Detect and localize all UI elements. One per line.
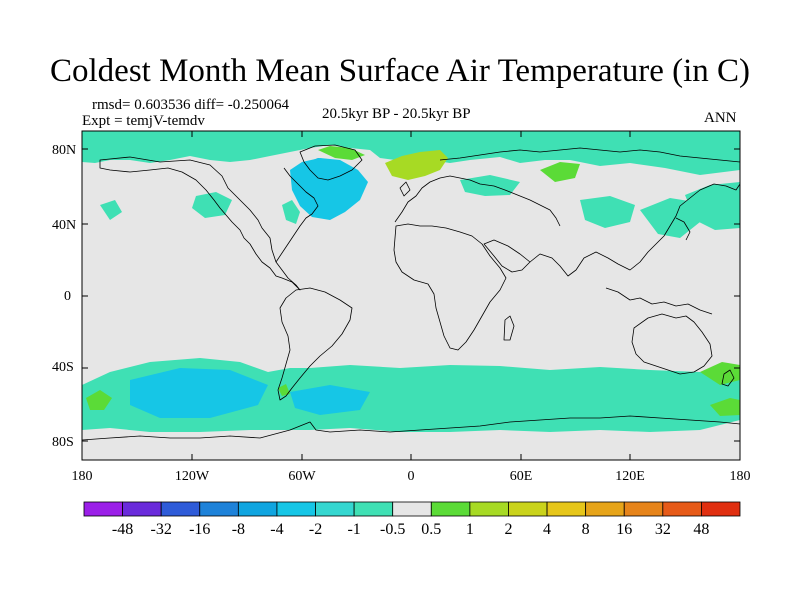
colorbar-swatch [623,501,664,517]
colorbar-swatch [199,501,239,517]
season-label: ANN [704,110,737,126]
japan-coast [675,217,691,241]
stats-label: rmsd= 0.603536 diff= -0.250064 [92,97,290,113]
colorbar [83,501,741,517]
lat-label-0: 0 [64,289,71,304]
colorbar-swatch [353,501,394,517]
colorbar-swatch [276,501,316,517]
lon-label-120e: 120E [615,469,645,484]
colorbar-swatch [430,501,471,517]
arctic-coast [439,147,741,163]
antarctica-coast [81,415,741,441]
lat-label-40s: 40S [52,360,74,375]
europe-warming [385,150,448,180]
south-america-coast [277,287,353,401]
latitude-axis: 80N 40N 0 40S 80S [52,143,76,450]
africa-coast [393,223,507,351]
siberia-warming [540,162,580,182]
south-pacific-strong-cooling [130,368,268,418]
colorbar-label: -1 [347,521,360,538]
lon-label-180w: 180 [72,469,93,484]
madagascar-coast [503,315,515,341]
southern-warming-far-east [710,398,740,416]
colorbar-label: 4 [543,521,551,538]
colorbar-label: 48 [693,521,709,538]
central-asia-cooling [580,196,635,228]
colorbar-label: 8 [582,521,590,538]
colorbar-label: 2 [504,521,512,538]
lon-label-60e: 60E [510,469,533,484]
pacific-cooling-patch [100,200,122,220]
north-america-east-coast [275,167,319,263]
colorbar-swatch [662,501,702,517]
new-zealand-coast [721,369,735,387]
lon-label-0: 0 [408,469,415,484]
colorbar-labels: -48 -32 -16 -8 -4 -2 -1 -0.5 0.5 1 2 4 8 16 32 48 [112,521,709,538]
southern-warming-west [86,390,112,410]
colorbar-label: -32 [151,521,172,538]
colorbar-swatch [701,501,741,517]
uk-coast [399,181,411,197]
greenland-warming [318,146,365,160]
australia-coast [631,313,713,375]
north-america-cooling [192,192,232,218]
lon-label-120w: 120W [175,469,210,484]
coastlines [81,144,741,441]
colorbar-label: -4 [270,521,283,538]
colorbar-swatch [392,501,432,517]
colorbar-label: 16 [616,521,632,538]
greenland-coast [299,144,363,181]
north-america-coast [99,156,301,291]
period-label: 20.5kyr BP - 20.5kyr BP [322,106,471,122]
lat-label-40n: 40N [52,218,76,233]
colorbar-label: -8 [232,521,245,538]
colorbar-label: 32 [655,521,671,538]
colorbar-swatch [315,501,355,517]
southern-warming-east [700,362,740,385]
southern-ocean-cooling [82,358,740,432]
colorbar-label: -2 [309,521,322,538]
anomaly-field [82,131,740,432]
experiment-label: Expt = temjV-temdv [82,113,205,129]
patagonia-warming [278,384,290,396]
arabia-coast [483,239,531,273]
colorbar-label: 1 [466,521,474,538]
colorbar-label: 0.5 [421,521,441,538]
asia-coast [529,183,741,277]
colorbar-swatch [83,501,123,517]
northwest-pacific-cooling [685,182,740,230]
axis-ticks [81,131,741,460]
west-atlantic-cooling [282,200,300,224]
southeast-asia-islands [605,287,713,315]
colorbar-swatch [160,501,201,517]
colorbar-swatch [546,501,587,517]
colorbar-swatch [237,501,278,517]
lat-label-80s: 80S [52,435,74,450]
map-panel [81,130,741,461]
colorbar-swatch [585,501,625,517]
lon-label-180e: 180 [730,469,751,484]
north-atlantic-cooling [290,158,368,220]
south-atlantic-cooling [290,385,370,415]
colorbar-label: -16 [189,521,210,538]
arctic-negative-region [82,131,740,175]
plot-title: Coldest Month Mean Surface Air Temperatu… [50,53,750,89]
lon-label-60w: 60W [288,469,316,484]
colorbar-label: -48 [112,521,133,538]
colorbar-swatch [469,501,509,517]
lat-label-80n: 80N [52,143,76,158]
colorbar-label: -0.5 [380,521,405,538]
colorbar-swatch [122,501,162,517]
longitude-axis: 180 120W 60W 0 60E 120E 180 [72,469,751,484]
europe-coast [394,175,561,227]
colorbar-swatch [508,501,548,517]
east-asia-cooling [640,198,700,238]
